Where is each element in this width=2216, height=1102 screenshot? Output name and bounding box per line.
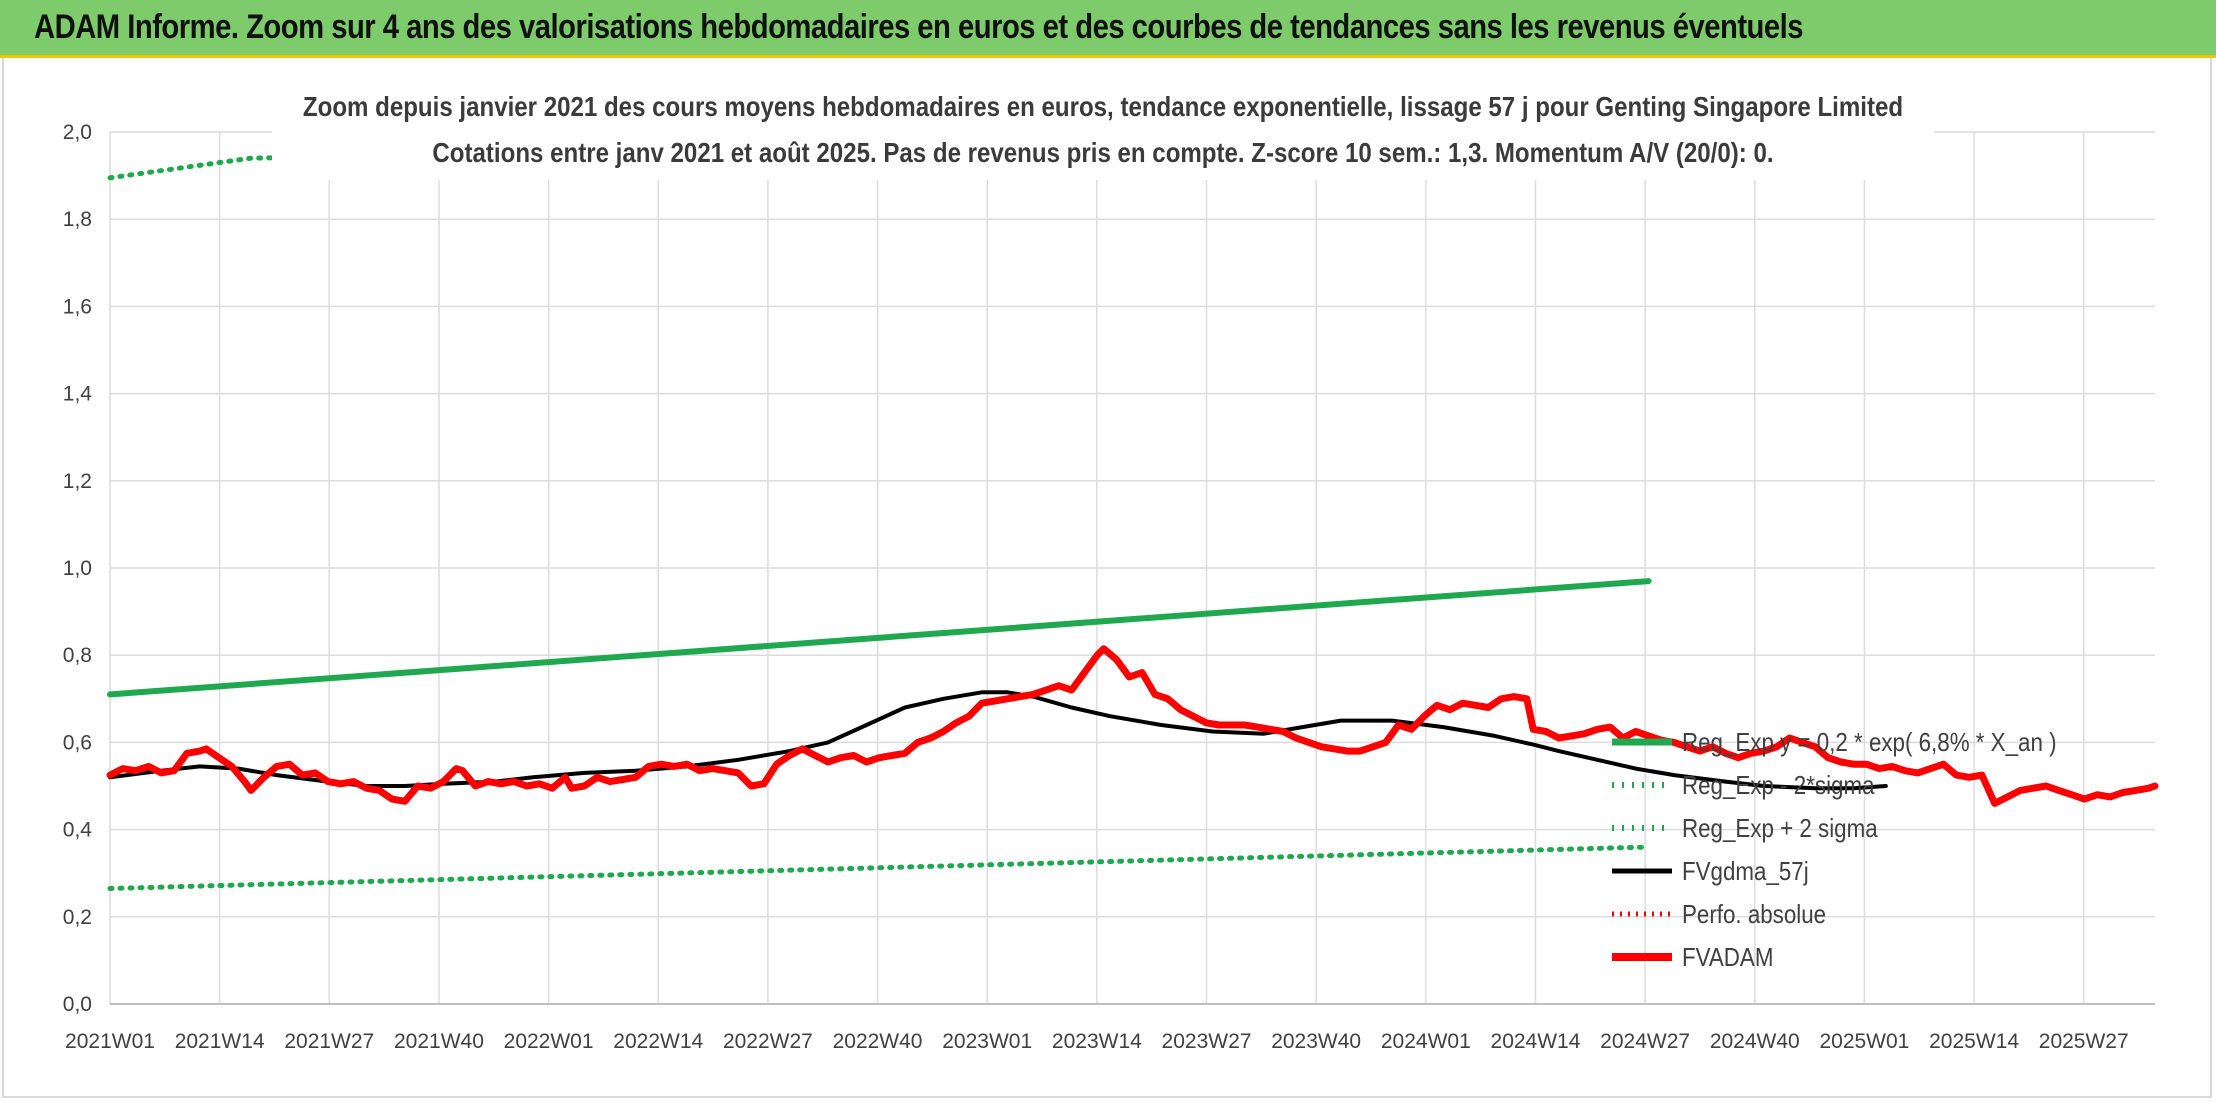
x-tick-label: 2025W01 (1819, 1030, 1909, 1053)
report-banner: ADAM Informe. Zoom sur 4 ans des valoris… (0, 0, 2216, 58)
x-tick-label: 2023W40 (1271, 1030, 1361, 1053)
x-axis-ticks: 2021W01 2021W14 2021W27 2021W40 2022W01 2022W… (65, 1030, 2129, 1053)
x-tick-label: 2024W01 (1381, 1030, 1471, 1053)
legend-label: FVgdma_57j (1682, 857, 1809, 886)
x-tick-label: 2023W27 (1162, 1030, 1252, 1053)
legend-label: Reg_Exp - 2*sigma (1682, 771, 1875, 800)
y-tick-label: 0,4 (63, 819, 93, 842)
y-tick-label: 0,8 (63, 644, 92, 667)
legend-label: Perfo. absolue (1682, 900, 1826, 929)
y-axis-ticks: 0,0 0,2 0,4 0,6 0,8 1,0 1,2 1,4 1,6 1,8 2,0 (63, 121, 93, 1016)
legend-label: FVADAM (1682, 943, 1773, 972)
fvgdma-57j-line (108, 690, 1888, 791)
chart-series (106, 129, 2159, 891)
x-tick-label: 2025W14 (1929, 1030, 2019, 1053)
x-tick-label: 2021W14 (175, 1030, 265, 1053)
x-tick-label: 2022W14 (613, 1030, 703, 1053)
x-tick-label: 2024W27 (1600, 1030, 1690, 1053)
y-tick-label: 0,0 (63, 993, 92, 1016)
y-tick-label: 1,2 (63, 470, 92, 493)
report-banner-title: ADAM Informe. Zoom sur 4 ans des valoris… (34, 8, 1804, 46)
y-tick-label: 1,4 (63, 383, 93, 406)
y-tick-label: 0,2 (63, 906, 92, 929)
y-tick-label: 2,0 (63, 121, 92, 144)
x-tick-label: 2022W27 (723, 1030, 813, 1053)
legend-label: Reg_Exp y = 0,2 * exp( 6,8% * X_an ) (1682, 728, 2057, 757)
x-tick-label: 2023W01 (942, 1030, 1032, 1053)
chart-title: Zoom depuis janvier 2021 des cours moyen… (303, 90, 1903, 122)
y-tick-label: 1,6 (63, 295, 92, 318)
y-tick-label: 0,6 (63, 731, 92, 754)
x-tick-label: 2022W01 (504, 1030, 594, 1053)
y-tick-label: 1,8 (63, 208, 92, 231)
chart-frame (2, 58, 2212, 1098)
reg-exp-line (107, 578, 1652, 698)
chart-title-background (272, 85, 1934, 180)
x-tick-label: 2025W27 (2039, 1030, 2129, 1053)
x-tick-label: 2024W40 (1710, 1030, 1800, 1053)
fvadam-line (106, 645, 2159, 807)
chart-legend: Reg_Exp y = 0,2 * exp( 6,8% * X_an ) Reg_… (1612, 728, 2057, 972)
x-tick-label: 2021W01 (65, 1030, 155, 1053)
chart-grid (109, 131, 2155, 1005)
x-tick-label: 2022W40 (833, 1030, 923, 1053)
chart-subtitle: Cotations entre janv 2021 et août 2025. … (432, 136, 1773, 168)
reg-exp-minus-2sigma-line (107, 844, 1652, 891)
legend-label: Reg_Exp + 2 sigma (1682, 814, 1878, 843)
y-tick-label: 1,0 (63, 557, 92, 580)
x-tick-label: 2023W14 (1052, 1030, 1142, 1053)
x-tick-label: 2021W40 (394, 1030, 484, 1053)
x-tick-label: 2021W27 (284, 1030, 374, 1053)
x-tick-label: 2024W14 (1491, 1030, 1581, 1053)
